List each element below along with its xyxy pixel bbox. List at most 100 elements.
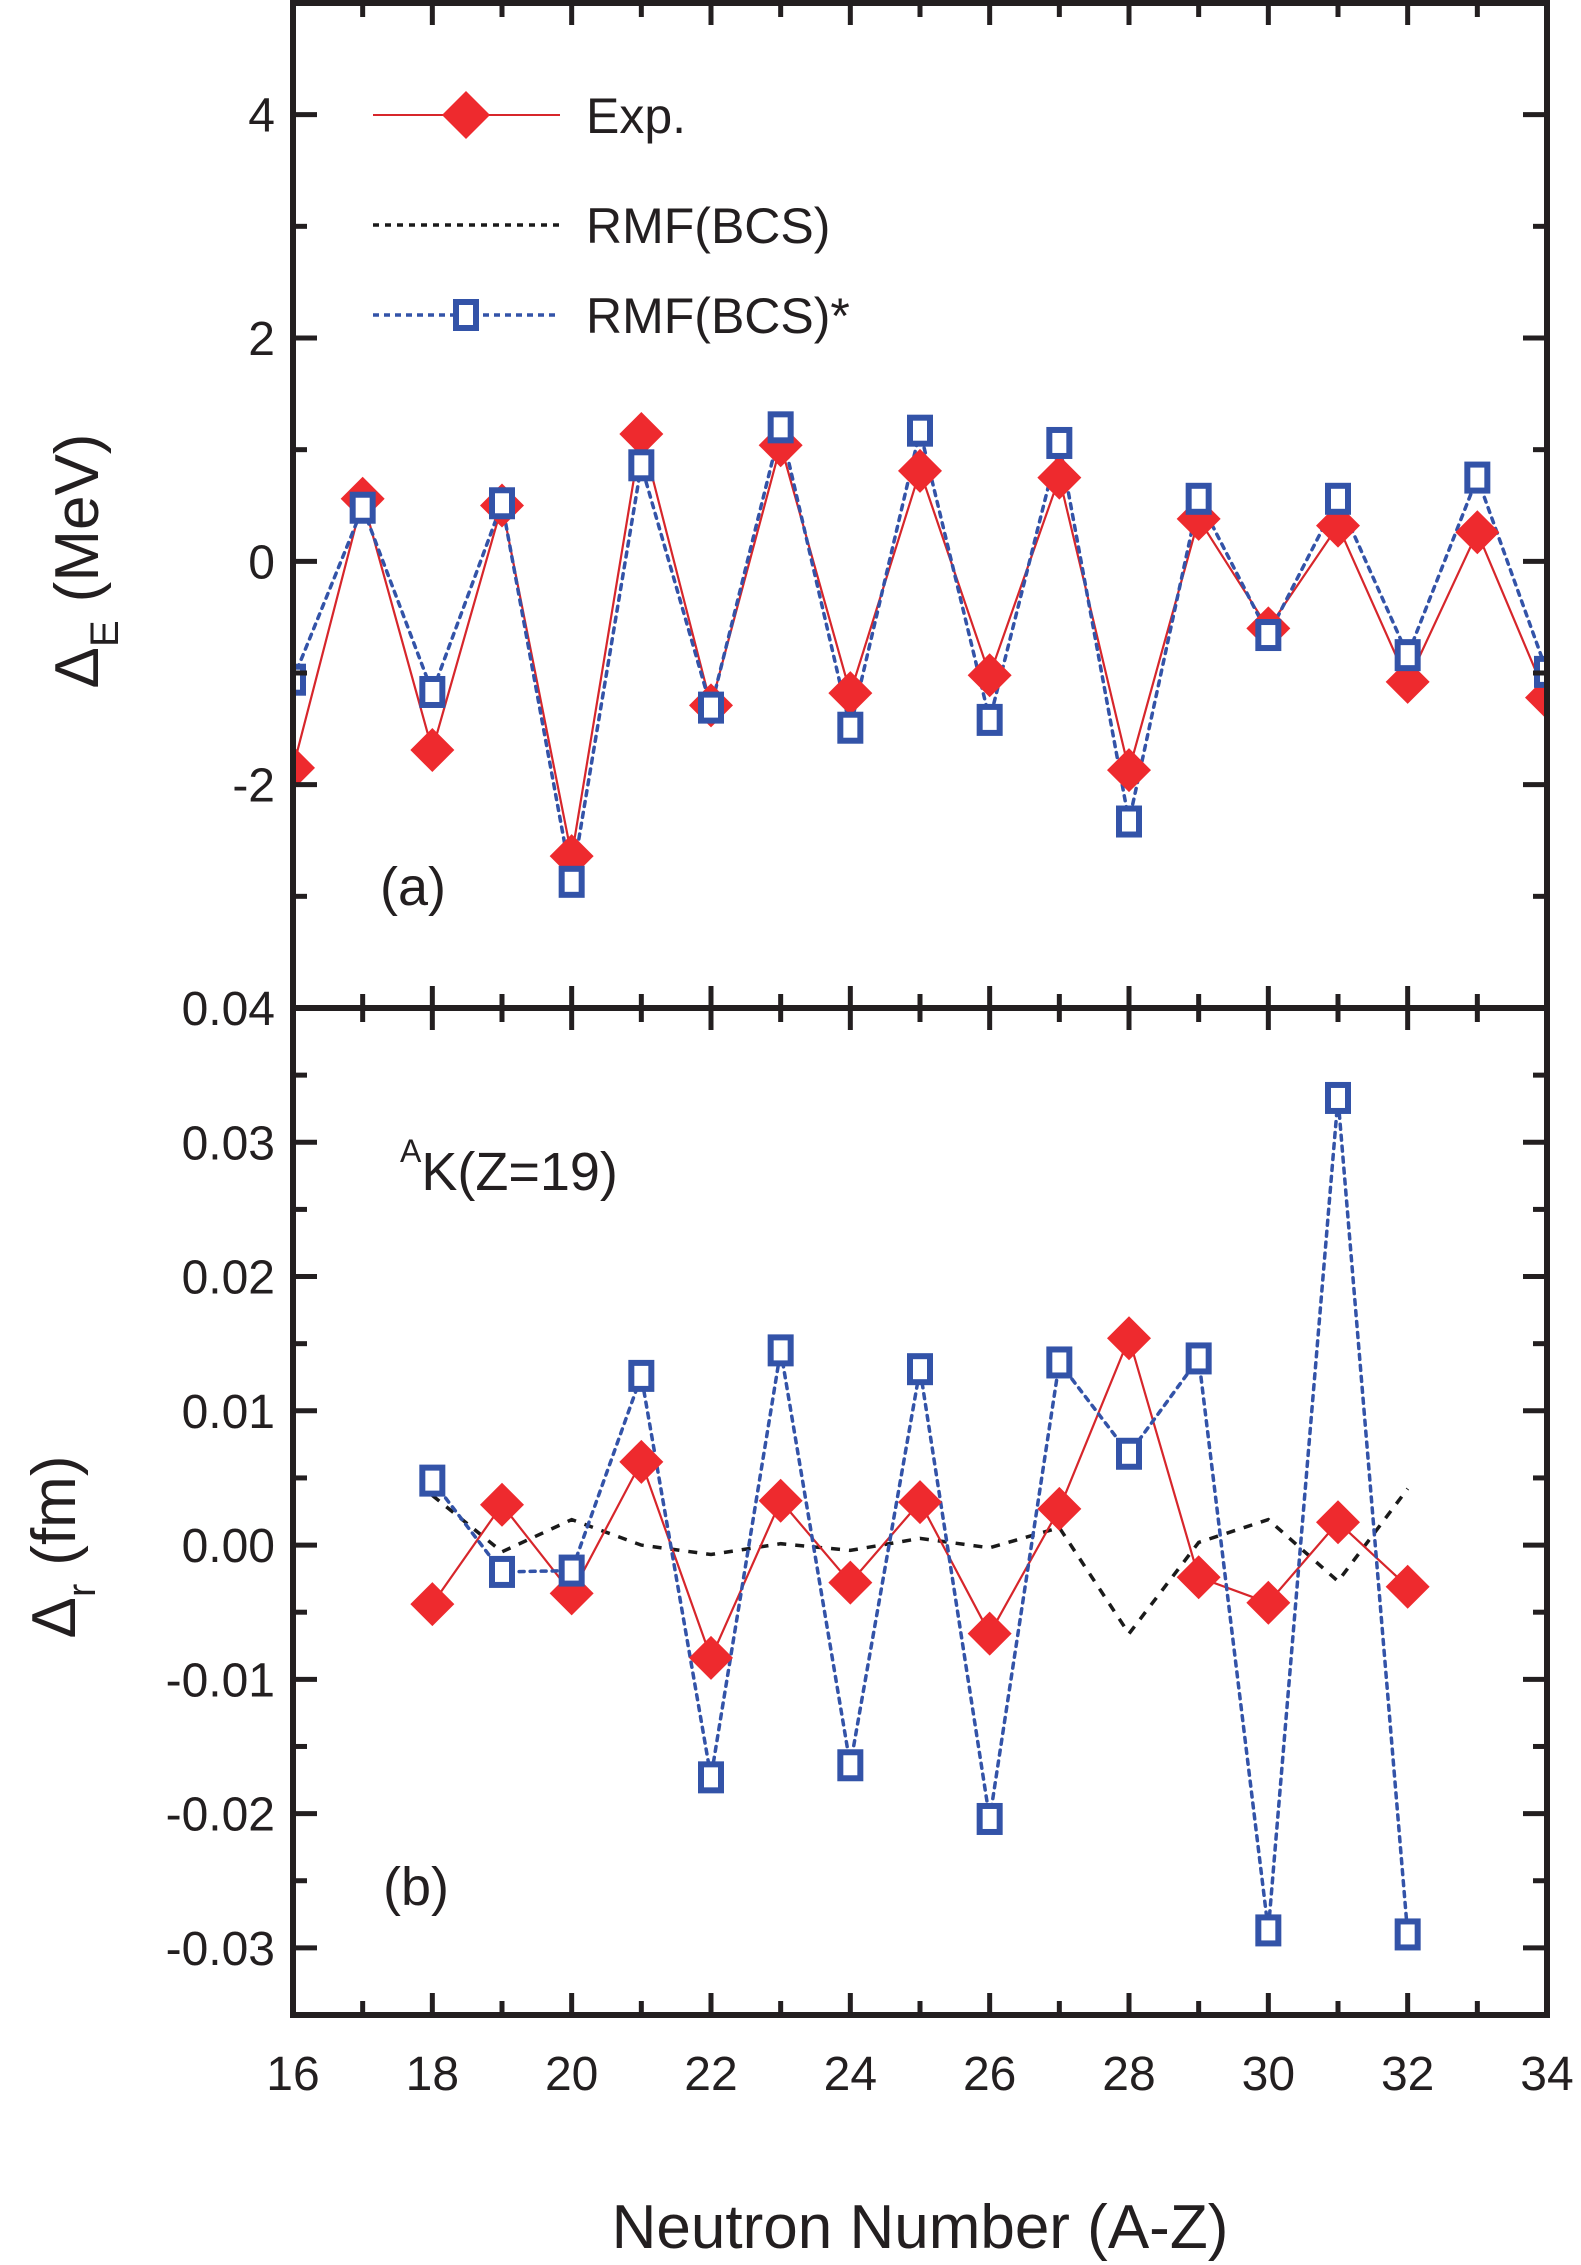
x-tick-label: 20: [545, 2048, 598, 2101]
panel-label-b: (b): [383, 1857, 449, 1917]
x-tick-label: 22: [684, 2048, 737, 2101]
y-axis-title-b: Δr (fm): [20, 1456, 104, 1639]
series-line-exp: [293, 433, 1547, 857]
data-point-rmf-bcs-star: [558, 1554, 585, 1587]
x-tick-label: 32: [1381, 2048, 1434, 2101]
panel-b-axes: -0.03 -0.02 -0.01 0.00 0.01 0.02 0.03 0.04 16 18 2…: [166, 983, 1574, 2101]
data-point-rmf-bcs-star: [698, 691, 724, 724]
y-tick-label: -0.03: [166, 1923, 275, 1976]
x-tick-label: 24: [824, 2048, 877, 2101]
y-axis-title-b-sub: r: [60, 1584, 104, 1597]
data-point-rmf-bcs-star: [1394, 1918, 1421, 1951]
y-tick-label: -2: [232, 760, 275, 813]
panel-b: AK(Z=19) (b) -0.03 -0.02 -0.01 0.00 0.01 0.02…: [20, 983, 1574, 2101]
x-tick-label: 16: [266, 2048, 319, 2101]
y-tick-label: 0: [248, 536, 275, 589]
data-point-exp: [1176, 1555, 1221, 1600]
data-point-rmf-bcs-star: [558, 865, 585, 898]
data-point-exp: [967, 653, 1012, 698]
x-tick-label: 30: [1242, 2048, 1295, 2101]
x-tick-label: 18: [406, 2048, 459, 2101]
data-point-exp: [1037, 455, 1082, 500]
legend-item-rmf-bcs: RMF(BCS): [373, 198, 830, 254]
data-point-rmf-bcs-star: [767, 411, 794, 444]
legend-label-exp: Exp.: [586, 88, 686, 144]
data-point-exp: [828, 671, 873, 716]
data-point-rmf-bcs-star: [628, 449, 655, 482]
y-tick-label: 0.00: [182, 1520, 275, 1573]
data-point-rmf-bcs-star: [1394, 639, 1421, 672]
legend-item-rmf-bcs-star: RMF(BCS)*: [373, 288, 850, 344]
y-axis-title-a-unit: (MeV): [43, 434, 112, 603]
y-tick-label: 4: [248, 90, 275, 143]
plot-area-b: [410, 1081, 1430, 1951]
data-point-rmf-bcs-star: [1116, 1437, 1142, 1470]
y-tick-label: -0.02: [166, 1789, 275, 1842]
legend-label-rmf-bcs: RMF(BCS): [586, 198, 830, 254]
y-axis-title-a-symbol: Δ: [43, 647, 112, 688]
y-tick-label: 0.01: [182, 1386, 275, 1439]
data-point-exp: [1176, 496, 1221, 541]
y-axis-title-a: ΔE (MeV): [43, 434, 127, 689]
data-point-exp: [410, 1582, 455, 1627]
data-point-exp: [898, 448, 942, 493]
data-point-exp: [1455, 510, 1500, 555]
annotation-text: K(Z=19): [421, 1142, 618, 1202]
data-point-rmf-bcs-star: [1325, 1081, 1351, 1114]
panel-a-series: [293, 411, 1547, 898]
data-point-exp: [689, 1635, 733, 1680]
data-point-exp: [410, 728, 455, 773]
data-point-exp: [898, 1480, 942, 1525]
series-line-rmf-bcs: [431, 1487, 1410, 1637]
panel-b-y-axis-title: Δr (fm): [20, 1456, 104, 1639]
data-point-rmf-bcs-star: [1046, 1346, 1073, 1379]
data-point-exp: [1107, 748, 1151, 793]
data-point-rmf-bcs-star: [907, 1353, 933, 1386]
data-point-rmf-bcs-star: [293, 663, 306, 696]
plot-area-a: [293, 411, 1547, 898]
x-axis-title: Neutron Number (A-Z): [612, 2193, 1229, 2262]
data-point-rmf-bcs-star: [767, 1334, 794, 1367]
data-point-rmf-bcs-star: [1046, 426, 1073, 459]
data-point-exp: [967, 1611, 1012, 1656]
panel-annotation-nucleus: AK(Z=19): [400, 1133, 618, 1202]
data-point-rmf-bcs-star: [976, 1802, 1003, 1835]
x-tick-label: 34: [1520, 2048, 1573, 2101]
data-point-exp: [1037, 1486, 1082, 1531]
panel-a: Exp. RMF(BCS) RMF(BCS)* (a) -2 0 2 4 ΔE (MeV…: [43, 0, 1550, 1011]
y-axis-title-b-symbol: Δ: [20, 1597, 89, 1638]
data-point-rmf-bcs-star: [489, 1555, 515, 1588]
data-point-exp: [758, 1478, 803, 1523]
data-point-exp: [619, 1439, 664, 1484]
legend-item-exp: Exp.: [373, 88, 686, 144]
data-point-rmf-bcs-star: [419, 1464, 446, 1497]
series-line-rmf-bcs: [293, 426, 1547, 883]
y-axis-title-b-unit: (fm): [20, 1456, 89, 1566]
legend-marker-square-icon: [453, 299, 479, 331]
data-point-exp: [1316, 503, 1360, 548]
data-point-exp: [1385, 1564, 1430, 1609]
data-point-exp: [480, 1482, 524, 1527]
x-tick-label: 28: [1102, 2048, 1155, 2101]
data-point-exp: [828, 1560, 873, 1605]
data-point-rmf-bcs-star: [698, 1761, 724, 1794]
legend-marker-diamond-icon: [442, 91, 490, 139]
panel-a-y-axis-title: ΔE (MeV): [43, 434, 127, 689]
data-point-rmf-bcs-star: [489, 487, 515, 520]
legend: Exp. RMF(BCS) RMF(BCS)*: [373, 88, 850, 344]
x-tick-label: 26: [963, 2048, 1016, 2101]
data-point-exp: [1107, 1316, 1151, 1361]
panel-label-a: (a): [380, 857, 446, 917]
data-point-rmf-bcs-star: [1325, 482, 1351, 515]
data-point-exp: [1316, 1500, 1360, 1545]
y-tick-label: 0.04: [182, 983, 275, 1036]
y-axis-title-a-sub: E: [83, 620, 127, 647]
data-point-rmf-bcs-star: [419, 675, 446, 708]
data-point-rmf-bcs-star: [1255, 619, 1282, 652]
annotation-superscript: A: [400, 1133, 422, 1169]
data-point-rmf-bcs-star: [837, 711, 864, 744]
y-tick-label: 2: [248, 313, 275, 366]
series-line-rmf-bcs: [430, 1097, 1410, 1937]
data-point-rmf-bcs-star: [976, 703, 1003, 736]
